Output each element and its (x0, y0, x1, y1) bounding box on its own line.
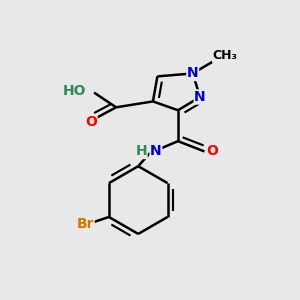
Text: N: N (187, 66, 199, 80)
Text: Br: Br (76, 217, 94, 231)
Text: N: N (150, 145, 162, 158)
Text: N: N (194, 90, 206, 104)
Text: O: O (206, 145, 218, 158)
Text: HO: HO (63, 84, 87, 98)
Text: O: O (85, 115, 97, 129)
Text: CH₃: CH₃ (213, 49, 238, 62)
Text: H: H (135, 145, 147, 158)
